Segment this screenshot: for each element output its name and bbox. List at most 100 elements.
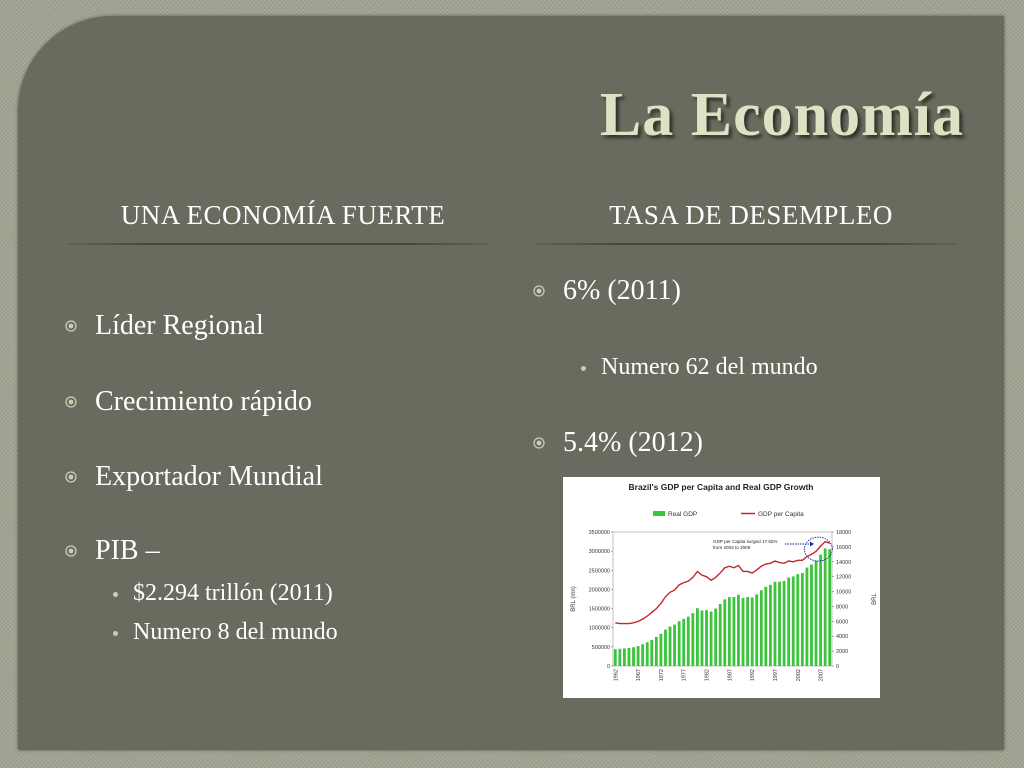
bar-real-gdp	[773, 581, 777, 666]
bar-real-gdp	[677, 621, 681, 666]
bullet-target-icon	[65, 545, 77, 557]
legend-label: GDP per Capita	[758, 511, 804, 518]
left-bullet-text: Crecimiento rápido	[95, 386, 312, 417]
bar-real-gdp	[741, 597, 745, 666]
bar-real-gdp	[755, 594, 759, 666]
bar-real-gdp	[709, 611, 713, 666]
bar-real-gdp	[673, 624, 677, 666]
bar-real-gdp	[791, 576, 795, 666]
bar-real-gdp	[814, 560, 818, 666]
left-bullet-item: Crecimiento rápido	[65, 386, 312, 418]
right-bullet-item: 5.4% (2012)	[533, 427, 703, 459]
line-gdp-per-capita	[615, 540, 830, 625]
bar-real-gdp	[650, 639, 654, 666]
bar-real-gdp	[796, 574, 800, 666]
y2-tick-label: 10000	[836, 590, 851, 596]
y-tick-label: 3000000	[589, 549, 610, 555]
bar-real-gdp	[645, 642, 649, 666]
gdp-chart: Brazil's GDP per Capita and Real GDP Gro…	[563, 477, 880, 698]
bar-real-gdp	[654, 636, 658, 666]
left-sub-bullet-text: $2.294 trillón (2011)	[133, 580, 333, 606]
x-tick-label: 1972	[659, 669, 665, 681]
bar-real-gdp	[828, 549, 832, 666]
right-sub-bullet-item: Numero 62 del mundo	[581, 354, 818, 381]
y-tick-label: 1500000	[589, 607, 610, 613]
plot-area	[612, 531, 833, 667]
y2-tick-label: 6000	[836, 619, 848, 625]
bar-real-gdp	[823, 548, 827, 666]
left-bullet-text: Exportador Mundial	[95, 461, 323, 492]
y2-tick-label: 2000	[836, 649, 848, 655]
bar-real-gdp	[664, 629, 667, 666]
x-tick-label: 1977	[682, 669, 688, 681]
bar-real-gdp	[618, 648, 622, 666]
x-tick-label: 1997	[773, 669, 779, 681]
left-bullet-text: Líder Regional	[95, 310, 264, 341]
annotation-arrowhead	[810, 541, 814, 547]
bar-real-gdp	[737, 594, 740, 666]
legend-swatch-real-gdp	[653, 511, 665, 516]
x-tick-label: 1982	[705, 669, 711, 681]
bar-real-gdp	[805, 567, 809, 666]
bar-real-gdp	[718, 603, 722, 666]
bar-real-gdp	[810, 564, 813, 666]
x-tick-label: 1967	[636, 669, 642, 681]
bar-real-gdp	[613, 649, 617, 666]
y2-tick-label: 16000	[836, 545, 851, 551]
left-sub-bullet-text: Numero 8 del mundo	[133, 619, 338, 645]
y2-tick-label: 12000	[836, 575, 851, 581]
x-tick-label: 2007	[819, 669, 825, 681]
chart-title: Brazil's GDP per Capita and Real GDP Gro…	[629, 482, 814, 492]
bar-real-gdp	[695, 608, 699, 666]
bullet-target-icon	[533, 437, 545, 449]
y2-axis-label: BRL	[872, 593, 878, 605]
right-bullet-text: 5.4% (2012)	[563, 427, 703, 458]
bullet-dot-icon	[581, 366, 586, 371]
bullet-target-icon	[65, 471, 77, 483]
bar-real-gdp	[759, 590, 763, 666]
bar-real-gdp	[686, 616, 690, 666]
bar-real-gdp	[700, 610, 704, 666]
bar-real-gdp	[714, 608, 718, 666]
bullet-dot-icon	[113, 592, 118, 597]
right-bullet-text: 6% (2011)	[563, 275, 681, 306]
y-tick-label: 3500000	[589, 530, 610, 536]
y-tick-label: 500000	[592, 645, 610, 651]
bar-real-gdp	[782, 581, 786, 666]
x-tick-label: 1987	[727, 669, 733, 681]
bar-real-gdp	[632, 647, 635, 666]
bar-real-gdp	[732, 597, 736, 666]
legend-label: Real GDP	[668, 511, 697, 518]
bar-real-gdp	[659, 633, 663, 666]
y-tick-label: 1000000	[589, 626, 610, 632]
left-column-heading: UNA ECONOMÍA FUERTE	[120, 200, 446, 230]
bar-real-gdp	[750, 597, 754, 666]
bullet-target-icon	[65, 320, 77, 332]
left-bullet-item: PIB –	[65, 535, 160, 567]
right-heading-divider	[537, 243, 957, 245]
y-tick-label: 2500000	[589, 568, 610, 574]
y2-tick-label: 8000	[836, 604, 848, 610]
bar-real-gdp	[787, 577, 791, 666]
bullet-target-icon	[533, 285, 545, 297]
bar-real-gdp	[627, 648, 631, 666]
bar-real-gdp	[778, 581, 781, 666]
bar-real-gdp	[636, 646, 640, 666]
y2-tick-label: 4000	[836, 634, 848, 640]
y-axis-label: BRL (mn)	[571, 586, 577, 611]
bar-real-gdp	[641, 644, 645, 666]
bar-real-gdp	[746, 597, 750, 666]
left-bullet-text: PIB –	[95, 535, 160, 566]
left-bullet-item: Líder Regional	[65, 310, 264, 342]
slide-title: La Economía	[599, 81, 964, 149]
left-sub-bullet-item: $2.294 trillón (2011)	[113, 580, 333, 607]
y-tick-label: 0	[607, 664, 610, 670]
bar-real-gdp	[764, 586, 768, 666]
left-bullet-item: Exportador Mundial	[65, 461, 323, 493]
annotation-text: GDP per Capita surged 17.82%	[713, 539, 778, 544]
bar-real-gdp	[682, 618, 686, 666]
bar-real-gdp	[800, 572, 804, 666]
bar-real-gdp	[723, 599, 727, 666]
bar-real-gdp	[691, 613, 695, 666]
gdp-chart-svg: Brazil's GDP per Capita and Real GDP Gro…	[571, 482, 878, 681]
